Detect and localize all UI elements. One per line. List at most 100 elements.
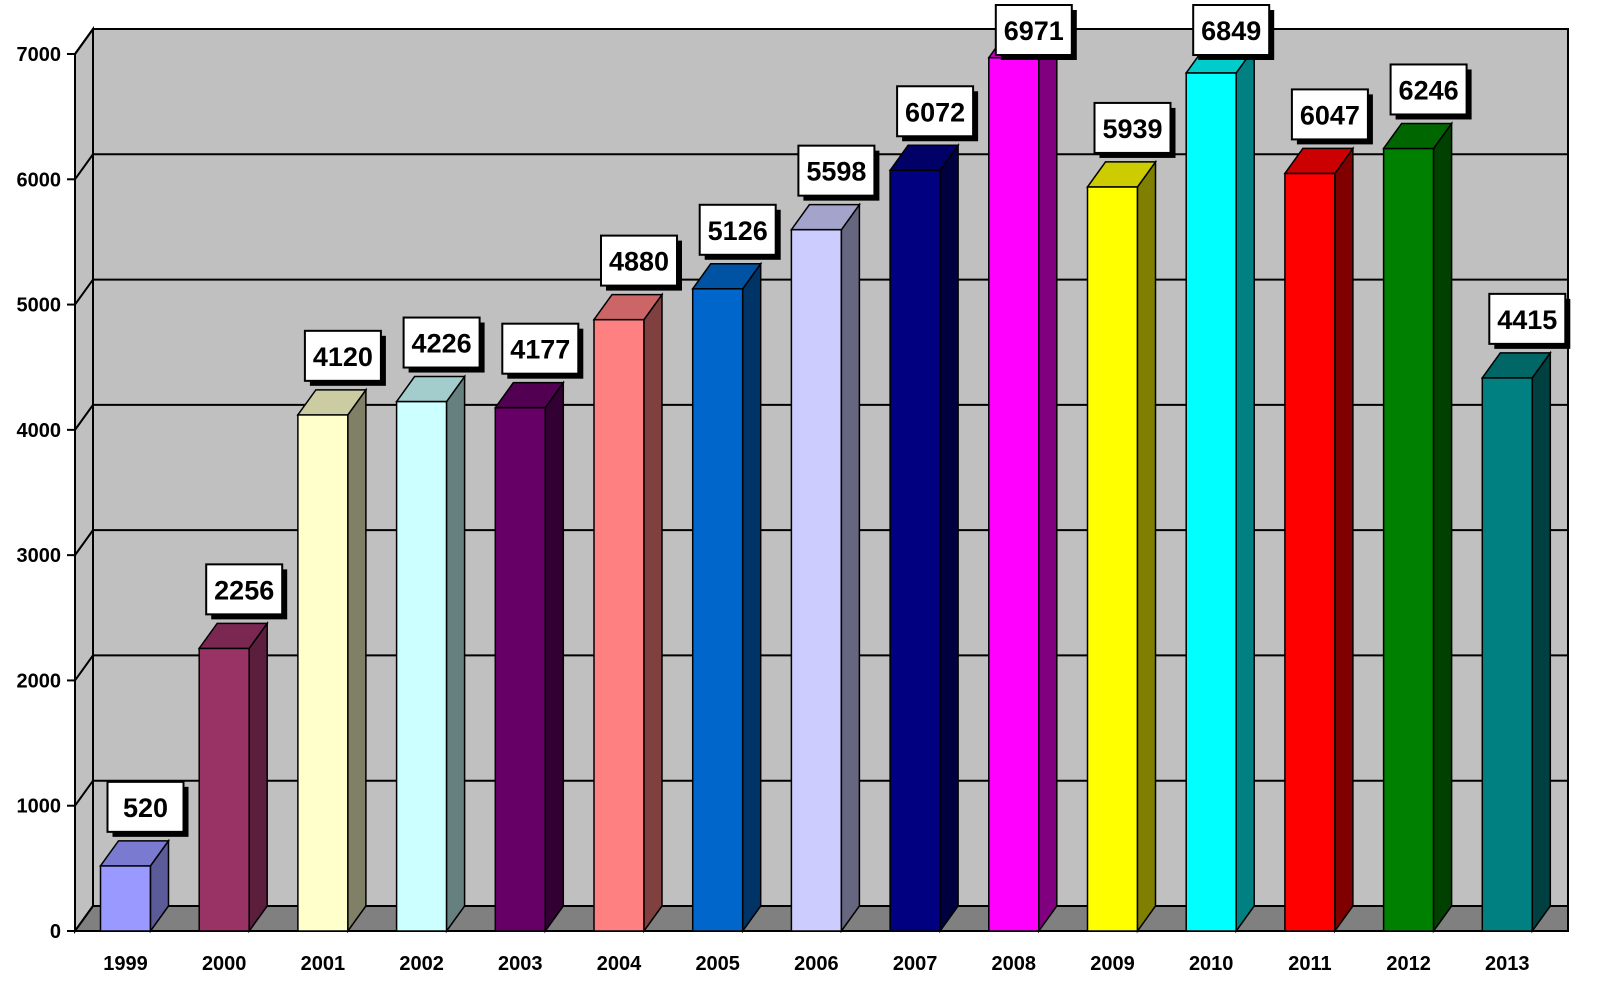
data-label-box [994, 4, 1073, 56]
bar-top [1283, 147, 1355, 175]
data-label: 6072 [896, 85, 979, 142]
data-label-text: 2256 [214, 575, 274, 605]
bar-2004 [592, 292, 664, 934]
data-label-text: 6971 [1004, 16, 1064, 46]
data-label-text: 6072 [905, 97, 965, 127]
gridline [74, 529, 1568, 556]
bar-side [1038, 30, 1058, 934]
bar-front [790, 228, 843, 932]
bar-side [445, 374, 466, 934]
bar-side [248, 621, 268, 934]
y-tick-label: 0 [50, 921, 61, 943]
data-label: 2256 [205, 563, 288, 620]
bar-top [691, 263, 763, 290]
x-tick-label: 2007 [893, 953, 938, 975]
data-label-text: 520 [123, 793, 168, 823]
bar-front [988, 56, 1040, 932]
bar-front [99, 865, 152, 932]
x-tick-label: 2004 [597, 953, 642, 975]
bar-front [593, 318, 645, 932]
bar-front [297, 414, 349, 932]
bar-2003 [493, 380, 565, 934]
bar-side [840, 202, 861, 934]
bar-top [789, 203, 861, 231]
data-label: 6971 [994, 4, 1077, 60]
bar-2007 [888, 142, 960, 934]
data-label: 520 [106, 780, 189, 837]
x-tick-label: 2002 [399, 953, 444, 975]
x-tick-label: 2003 [498, 953, 543, 975]
data-label-box [1488, 292, 1567, 345]
data-labels: 520 2256 4120 4226 4177 4880 5126 5598 6072 6971 5… [106, 4, 1571, 837]
x-tick-label: 2001 [301, 953, 346, 975]
bar-top [99, 840, 170, 867]
data-label-box [1290, 88, 1369, 141]
data-label-text: 4120 [313, 342, 373, 372]
bar-2012 [1382, 121, 1454, 934]
x-tick-label: 2013 [1485, 953, 1530, 975]
bar-side [1136, 159, 1157, 934]
data-label-box [501, 322, 580, 375]
bar-2008 [987, 30, 1059, 934]
bar-2002 [395, 374, 467, 934]
bar-front [691, 288, 744, 932]
x-tick-label: 2010 [1189, 953, 1234, 975]
data-label-text: 4177 [510, 335, 570, 365]
data-label-box [1192, 4, 1271, 56]
gridline [74, 403, 1568, 431]
y-tick-label: 5000 [17, 295, 62, 317]
data-label-text: 5598 [806, 157, 866, 187]
bar-1999 [99, 838, 170, 934]
bar-top [296, 389, 368, 416]
bar-top [197, 622, 269, 650]
bar-top [1480, 352, 1552, 379]
x-tick-label: 2011 [1288, 953, 1331, 975]
data-label-box [205, 563, 284, 616]
data-label-box [698, 203, 777, 256]
bar-2013 [1480, 350, 1552, 934]
data-label-text: 6047 [1300, 100, 1360, 130]
bar-side [1334, 146, 1354, 934]
data-label-text: 4880 [609, 247, 669, 277]
bar-side [643, 292, 663, 934]
data-label-text: 6849 [1201, 16, 1261, 46]
data-label: 6246 [1389, 63, 1472, 120]
data-label-box [797, 144, 876, 197]
bar-front [395, 400, 448, 932]
data-label: 5126 [698, 203, 781, 260]
gridline [74, 278, 1568, 306]
bar-2009 [1086, 159, 1157, 934]
bar-2001 [296, 387, 368, 934]
y-tick-label: 2000 [17, 670, 62, 692]
y-tick-label: 3000 [17, 545, 62, 567]
bar-top [1086, 161, 1157, 188]
bar-side [741, 261, 762, 934]
data-label: 6849 [1192, 4, 1275, 60]
data-label-box [896, 85, 975, 138]
data-label-box [600, 234, 678, 287]
data-label-box [303, 329, 382, 382]
x-tick-label: 1999 [103, 953, 148, 975]
data-label: 4226 [402, 316, 485, 373]
bar-top [493, 381, 565, 409]
data-label-text: 4415 [1497, 305, 1557, 335]
x-tick-label: 2005 [695, 953, 740, 975]
bar-2010 [1184, 45, 1256, 934]
bar-front [198, 647, 250, 932]
data-label: 4415 [1488, 292, 1571, 349]
data-label-box [402, 316, 481, 369]
data-label-text: 6246 [1399, 75, 1459, 105]
bar-top [888, 144, 960, 172]
bar-front [1481, 377, 1534, 932]
bar-side [939, 142, 959, 934]
bar-front [494, 406, 547, 932]
bar-2000 [197, 621, 269, 934]
data-label-box [1389, 63, 1468, 116]
y-tick-label: 1000 [17, 796, 62, 818]
bar-front [1086, 186, 1139, 932]
bar-top [1382, 122, 1454, 150]
bar-front [1284, 172, 1336, 932]
data-label-text: 4226 [412, 329, 472, 359]
y-tick-label: 6000 [17, 169, 62, 191]
bar-top [592, 293, 664, 321]
